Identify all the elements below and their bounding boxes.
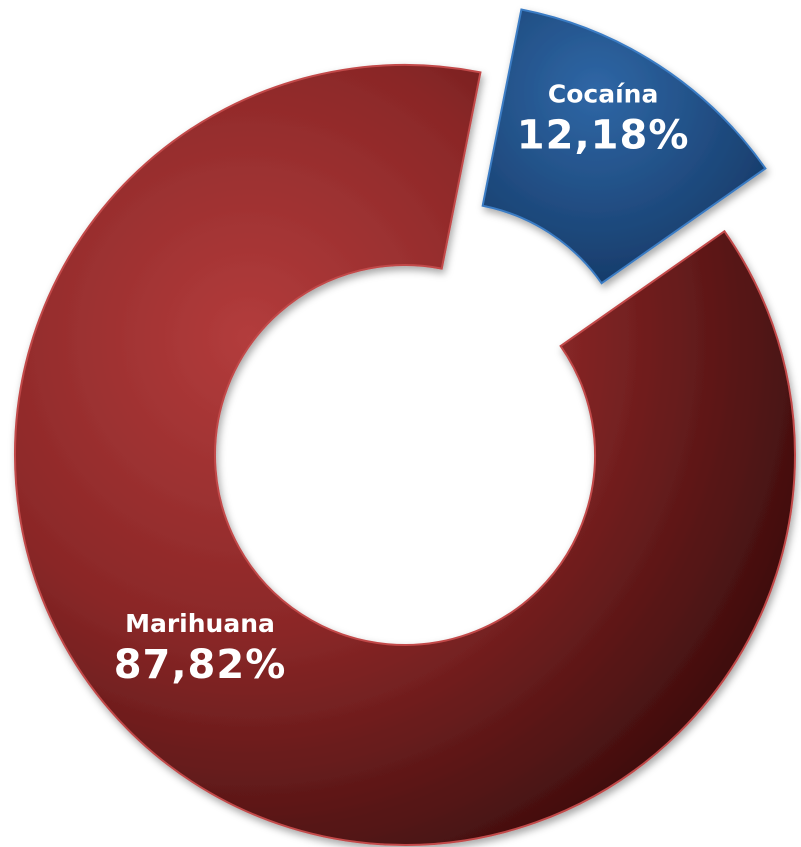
slice-cocaína [481, 8, 767, 285]
slice-value-marihuana: 87,82% [114, 642, 287, 688]
slices-group [14, 8, 796, 846]
slice-value-cocaína: 12,18% [517, 112, 690, 158]
slice-label-cocaína: Cocaína [548, 79, 658, 108]
labels-group: Marihuana 87,82% Cocaína 12,18% [114, 79, 690, 688]
slice-label-marihuana: Marihuana [125, 609, 275, 638]
slice-marihuana [14, 64, 796, 846]
